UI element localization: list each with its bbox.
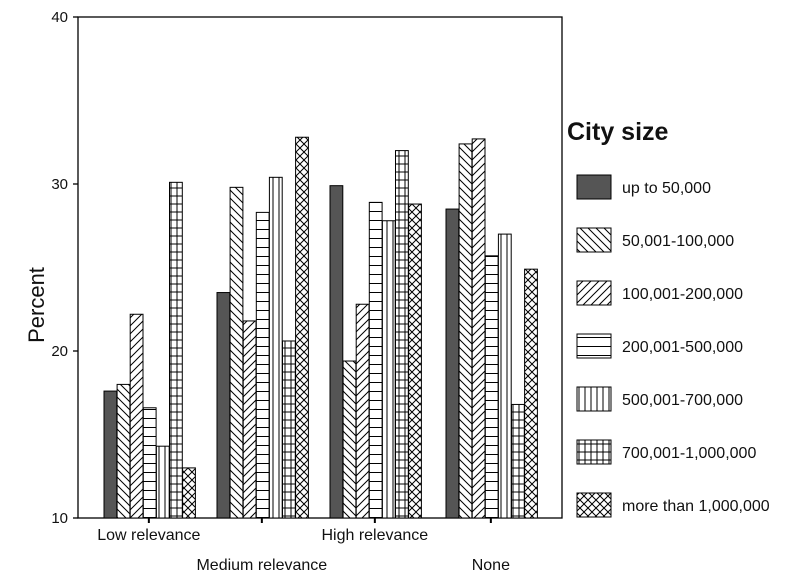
bar xyxy=(524,268,538,519)
legend-swatch xyxy=(576,386,612,412)
x-tick-label: Medium relevance xyxy=(196,557,327,574)
x-tick-label: High relevance xyxy=(321,527,428,544)
legend-swatch xyxy=(576,280,612,306)
y-axis-label: Percent xyxy=(24,267,49,343)
legend-label: 700,001-1,000,000 xyxy=(622,445,756,462)
x-tick-label: Low relevance xyxy=(97,527,200,544)
legend-label: up to 50,000 xyxy=(622,180,711,197)
legend-label: more than 1,000,000 xyxy=(622,498,770,515)
bar xyxy=(282,340,296,519)
bar xyxy=(381,220,396,519)
bar xyxy=(129,313,144,519)
bar xyxy=(458,143,473,519)
legend-label: 50,001-100,000 xyxy=(622,233,734,250)
y-tick-label: 10 xyxy=(51,510,68,527)
legend-label: 200,001-500,000 xyxy=(622,339,743,356)
legend-swatch xyxy=(576,492,612,518)
bar xyxy=(103,390,118,519)
bar xyxy=(142,407,157,519)
bar xyxy=(255,211,270,519)
legend: up to 50,000 50,001-100,000 100,001-200,00… xyxy=(576,174,770,518)
legend-label: 100,001-200,000 xyxy=(622,286,743,303)
legend-label: 500,001-700,000 xyxy=(622,392,743,409)
bar xyxy=(511,403,525,519)
bar xyxy=(445,208,460,519)
plot-area-frame xyxy=(77,16,563,519)
bar xyxy=(484,255,499,519)
legend-swatch xyxy=(576,439,612,465)
bar xyxy=(471,138,486,519)
bar xyxy=(242,320,257,519)
bar xyxy=(355,303,370,519)
y-tick-label: 30 xyxy=(51,176,68,193)
y-tick-label: 40 xyxy=(51,9,68,26)
legend-swatch xyxy=(576,174,612,200)
y-tick-label: 20 xyxy=(51,343,68,360)
bar xyxy=(329,185,344,519)
legend-swatch xyxy=(576,227,612,253)
bar xyxy=(229,186,244,519)
bar xyxy=(342,360,357,519)
bar xyxy=(155,445,170,519)
bar xyxy=(408,203,422,519)
bar xyxy=(268,176,283,519)
bar xyxy=(368,201,383,519)
bar xyxy=(497,233,512,519)
bar xyxy=(216,292,231,519)
bar xyxy=(169,181,183,519)
bar xyxy=(295,136,309,519)
bar xyxy=(395,150,409,519)
bars xyxy=(103,136,538,519)
bar xyxy=(182,467,196,519)
axes: 10 20 30 40 Low relevance Medium relevance Hig… xyxy=(51,9,510,574)
x-tick-label: None xyxy=(472,557,510,574)
legend-swatch xyxy=(576,333,612,359)
bar xyxy=(116,383,131,519)
legend-title: City size xyxy=(567,118,669,146)
